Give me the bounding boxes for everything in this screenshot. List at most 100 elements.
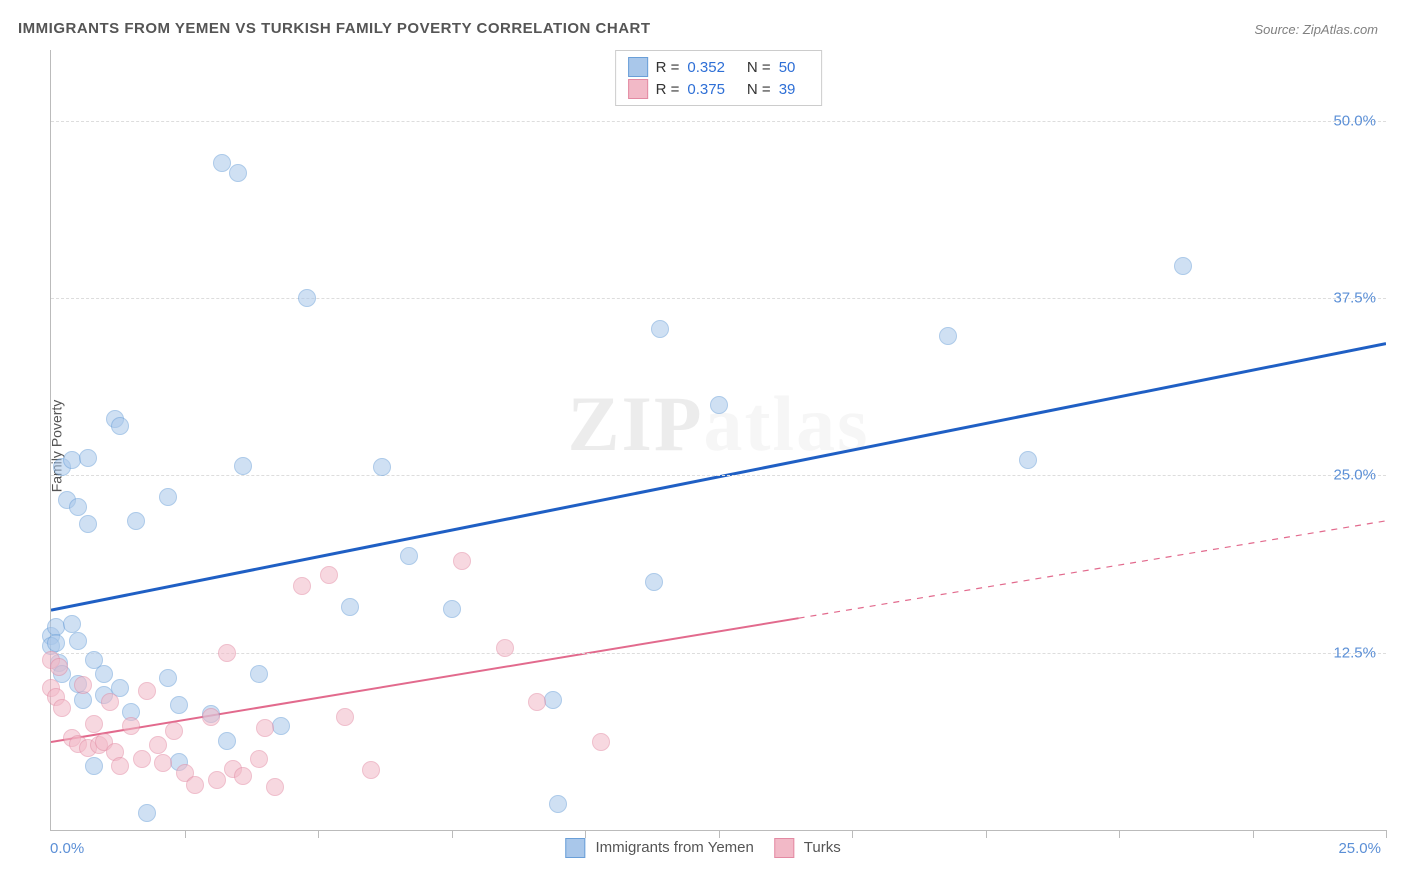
legend-swatch-1: [628, 79, 648, 99]
legend-row-series-1: R = 0.375 N = 39: [628, 79, 810, 99]
data-point-series-1: [256, 719, 274, 737]
y-tick-label: 12.5%: [1333, 644, 1376, 661]
data-point-series-1: [234, 767, 252, 785]
gridline-h: [51, 298, 1386, 299]
x-tick: [318, 830, 319, 838]
legend-row-series-0: R = 0.352 N = 50: [628, 57, 810, 77]
data-point-series-0: [159, 669, 177, 687]
data-point-series-0: [213, 154, 231, 172]
data-point-series-1: [74, 676, 92, 694]
data-point-series-1: [528, 693, 546, 711]
data-point-series-1: [293, 577, 311, 595]
r-prefix: R =: [656, 59, 680, 76]
y-tick-label: 37.5%: [1333, 290, 1376, 307]
data-point-series-0: [85, 757, 103, 775]
n-value-0: 50: [779, 59, 796, 76]
data-point-series-1: [53, 699, 71, 717]
x-tick: [852, 830, 853, 838]
r-prefix: R =: [656, 81, 680, 98]
data-point-series-0: [79, 515, 97, 533]
data-point-series-1: [453, 552, 471, 570]
x-tick: [1386, 830, 1387, 838]
n-prefix: N =: [747, 81, 771, 98]
gridline-h: [51, 475, 1386, 476]
data-point-series-0: [127, 512, 145, 530]
data-point-series-1: [592, 733, 610, 751]
data-point-series-0: [645, 573, 663, 591]
legend-bottom-swatch-1: [774, 838, 794, 858]
data-point-series-0: [272, 717, 290, 735]
data-point-series-0: [373, 458, 391, 476]
data-point-series-0: [159, 488, 177, 506]
x-tick: [1253, 830, 1254, 838]
plot-area: ZIPatlas R = 0.352 N = 50 R = 0.375 N = …: [50, 50, 1386, 831]
trend-lines-layer: [51, 50, 1386, 830]
data-point-series-0: [138, 804, 156, 822]
y-tick-label: 50.0%: [1333, 112, 1376, 129]
legend-bottom-label-0: Immigrants from Yemen: [595, 839, 753, 856]
data-point-series-1: [186, 776, 204, 794]
data-point-series-0: [63, 615, 81, 633]
data-point-series-0: [79, 449, 97, 467]
data-point-series-1: [208, 771, 226, 789]
data-point-series-0: [250, 665, 268, 683]
data-point-series-0: [341, 598, 359, 616]
data-point-series-1: [266, 778, 284, 796]
data-point-series-0: [1019, 451, 1037, 469]
data-point-series-0: [229, 164, 247, 182]
data-point-series-1: [138, 682, 156, 700]
data-point-series-0: [710, 396, 728, 414]
data-point-series-0: [69, 632, 87, 650]
data-point-series-0: [1174, 257, 1192, 275]
legend-swatch-0: [628, 57, 648, 77]
data-point-series-0: [549, 795, 567, 813]
data-point-series-0: [400, 547, 418, 565]
data-point-series-1: [496, 639, 514, 657]
data-point-series-1: [320, 566, 338, 584]
data-point-series-0: [298, 289, 316, 307]
data-point-series-1: [336, 708, 354, 726]
data-point-series-0: [69, 498, 87, 516]
data-point-series-1: [362, 761, 380, 779]
trend-line-solid: [51, 344, 1386, 611]
legend-bottom-swatch-0: [565, 838, 585, 858]
data-point-series-1: [250, 750, 268, 768]
data-point-series-0: [111, 417, 129, 435]
y-tick-label: 25.0%: [1333, 467, 1376, 484]
x-tick: [1119, 830, 1120, 838]
data-point-series-1: [50, 658, 68, 676]
r-value-0: 0.352: [687, 59, 725, 76]
legend-item-0: Immigrants from Yemen: [565, 838, 754, 858]
data-point-series-0: [170, 696, 188, 714]
trend-line-dashed: [799, 521, 1386, 618]
r-value-1: 0.375: [687, 81, 725, 98]
chart-title: IMMIGRANTS FROM YEMEN VS TURKISH FAMILY …: [18, 20, 651, 37]
gridline-h: [51, 121, 1386, 122]
data-point-series-1: [85, 715, 103, 733]
data-point-series-1: [149, 736, 167, 754]
data-point-series-1: [101, 693, 119, 711]
data-point-series-1: [154, 754, 172, 772]
gridline-h: [51, 653, 1386, 654]
n-prefix: N =: [747, 59, 771, 76]
data-point-series-1: [165, 722, 183, 740]
data-point-series-0: [939, 327, 957, 345]
data-point-series-0: [544, 691, 562, 709]
x-axis-min-label: 0.0%: [50, 840, 84, 857]
x-axis-max-label: 25.0%: [1338, 840, 1381, 857]
data-point-series-1: [122, 717, 140, 735]
data-point-series-0: [218, 732, 236, 750]
x-tick: [185, 830, 186, 838]
source-attribution: Source: ZipAtlas.com: [1254, 22, 1378, 37]
data-point-series-1: [133, 750, 151, 768]
correlation-legend: R = 0.352 N = 50 R = 0.375 N = 39: [615, 50, 823, 106]
watermark: ZIPatlas: [567, 379, 869, 469]
legend-bottom-label-1: Turks: [804, 839, 841, 856]
data-point-series-0: [651, 320, 669, 338]
data-point-series-0: [95, 665, 113, 683]
series-legend: Immigrants from Yemen Turks: [565, 838, 840, 858]
legend-item-1: Turks: [774, 838, 841, 858]
data-point-series-1: [218, 644, 236, 662]
n-value-1: 39: [779, 81, 796, 98]
data-point-series-1: [111, 757, 129, 775]
